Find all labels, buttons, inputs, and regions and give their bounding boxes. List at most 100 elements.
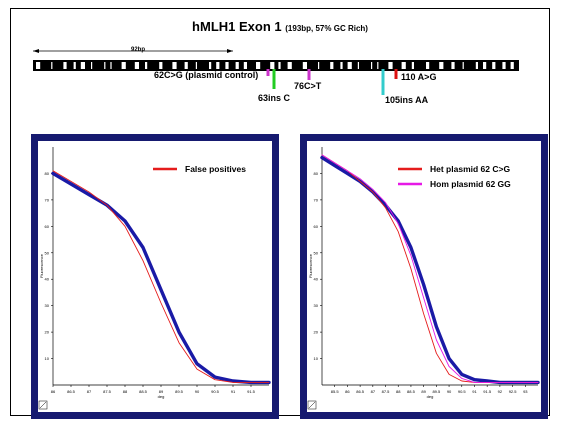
sequence-bar-gap <box>195 62 197 69</box>
left-chart-x-tick-label: 88 <box>123 389 128 394</box>
right-chart-y-tick-label: 70 <box>314 197 319 202</box>
right-chart-x-tick-label: 91 <box>472 389 477 394</box>
right-chart-series-2 <box>321 154 539 383</box>
left-chart-legend-label-0: False positives <box>185 164 246 174</box>
left-chart-y-axis-label: Fluorescence <box>39 253 44 278</box>
right-chart-y-tick-label: 40 <box>314 277 319 282</box>
left-chart-x-tick-label: 91.5 <box>247 389 256 394</box>
right-chart-x-tick-label: 87 <box>371 389 376 394</box>
sequence-bar-gap <box>73 62 76 69</box>
left-chart-y-tick-label: 20 <box>45 330 50 335</box>
left-chart-y-tick-label: 30 <box>45 303 50 308</box>
sequence-bar-gap <box>439 62 444 69</box>
right-chart-x-tick-label: 90 <box>447 389 452 394</box>
sequence-bar-gap <box>121 62 126 69</box>
sequence-bar-gap <box>388 62 393 69</box>
sequence-bar-gap <box>80 62 85 69</box>
right-chart-legend-label-0: Het plasmid 62 C>G <box>430 164 510 174</box>
left-chart-corner-glyph-stroke <box>39 401 47 409</box>
right-chart-legend-label-1: Hom plasmid 62 GG <box>430 179 511 189</box>
sequence-bar-gap <box>243 62 247 69</box>
sequence-bar-gap <box>330 62 334 69</box>
sequence-bar-gap <box>159 62 163 69</box>
figure-title: hMLH1 Exon 1 (193bp, 57% GC Rich) <box>11 19 549 34</box>
right-chart-y-tick-label: 10 <box>314 356 319 361</box>
sequence-bar-gap <box>357 62 359 69</box>
variant-tick-76ct <box>307 69 311 80</box>
melt-curve-panel-right: 10 20 30 40 50 60 70 80 85.5 86 86.5 87 87.5 88 88.5 89… <box>300 134 548 419</box>
sequence-bar-gap <box>340 62 343 69</box>
sequence-bar-gap <box>63 62 67 69</box>
sequence-bar-gap <box>36 62 41 69</box>
sequence-bar-gap <box>51 62 53 69</box>
left-chart-x-tick-label: 91 <box>231 389 236 394</box>
right-chart-x-tick-label: 86.5 <box>356 389 365 394</box>
sequence-bar-gap <box>451 62 455 69</box>
variant-tick-63insc <box>272 69 276 89</box>
left-chart-series-1 <box>52 170 270 383</box>
title-main: hMLH1 Exon 1 <box>192 19 282 34</box>
sequence-bar-gap <box>209 62 212 69</box>
left-chart-x-tick-label: 87 <box>87 389 92 394</box>
sequence-bar-gap <box>502 62 506 69</box>
right-chart-plot-area <box>307 141 541 412</box>
sequence-bar-gap <box>492 62 496 69</box>
sequence-bar-gap <box>278 62 281 69</box>
right-chart-x-tick-label: 89 <box>421 389 426 394</box>
left-chart-y-tick-label: 10 <box>45 356 50 361</box>
right-chart-y-axis-label: Fluorescence <box>308 253 313 278</box>
span-label: 92bp <box>131 47 146 53</box>
right-chart-y-tick-label: 30 <box>314 303 319 308</box>
right-chart-x-tick-label: 91.5 <box>483 389 492 394</box>
left-chart-x-tick-label: 90.5 <box>211 389 220 394</box>
sequence-bar-gap <box>145 62 148 69</box>
sequence-bar-gap <box>184 62 188 69</box>
sequence-bar-gap <box>483 62 487 69</box>
title-subtitle: (193bp, 57% GC Rich) <box>285 24 368 33</box>
sequence-bar-gap <box>318 62 320 69</box>
variant-tick-105insaa <box>381 69 385 95</box>
right-chart-x-tick-label: 85.5 <box>331 389 340 394</box>
variant-tick-110ag <box>394 69 398 79</box>
sequence-bar-gap <box>377 62 379 69</box>
variant-label-62cg: 62C>G (plasmid control) <box>154 70 259 80</box>
sequence-bar-gap <box>104 62 106 69</box>
variant-label-110ag: 110 A>G <box>401 72 437 82</box>
figure-frame: hMLH1 Exon 1 (193bp, 57% GC Rich) 92bp 6… <box>10 8 550 419</box>
sequence-bar-gap <box>347 62 352 69</box>
left-chart-x-tick-label: 87.5 <box>103 389 112 394</box>
sequence-bar-gap <box>510 62 514 69</box>
left-chart-x-tick-label: 86 <box>51 389 56 394</box>
left-chart-x-tick-label: 89.5 <box>175 389 184 394</box>
variant-ticks <box>266 69 398 95</box>
left-chart-y-tick-label: 60 <box>45 224 50 229</box>
span-arrow <box>33 49 233 53</box>
sequence-map <box>33 49 519 95</box>
sequence-bar-gap <box>216 62 220 69</box>
right-chart-x-tick-label: 89.5 <box>432 389 441 394</box>
sequence-bar-gap <box>287 62 292 69</box>
variant-tick-62cg <box>266 69 270 76</box>
melt-curve-panel-left: 10 20 30 40 50 60 70 80 86 86.5 87 87.5 88 88.5 89 89.5… <box>31 134 279 419</box>
melt-curve-chart-right: 10 20 30 40 50 60 70 80 85.5 86 86.5 87 87.5 88 88.5 89… <box>307 141 541 412</box>
right-chart-y-tick-label: 60 <box>314 224 319 229</box>
sequence-bar-gap <box>91 62 93 69</box>
variant-label-63insc: 63ins C <box>258 93 291 103</box>
right-chart-y-tick-label: 50 <box>314 250 319 255</box>
sequence-bar-gap <box>462 62 464 69</box>
left-chart-y-tick-label: 80 <box>45 171 50 176</box>
sequence-bar-gap <box>371 62 373 69</box>
right-chart-series-0 <box>320 155 540 385</box>
sequence-bar-gap <box>256 62 261 69</box>
left-chart-x-tick-label: 86.5 <box>67 389 76 394</box>
sequence-bar-gap <box>270 62 275 69</box>
sequence-bar-gap <box>302 62 307 69</box>
left-chart-x-tick-label: 89 <box>159 389 164 394</box>
right-chart-corner-glyph-stroke <box>308 401 316 409</box>
left-chart-x-tick-label: 88.5 <box>139 389 148 394</box>
right-chart-x-tick-label: 86 <box>345 389 350 394</box>
right-chart-x-tick-label: 93 <box>523 389 528 394</box>
sequence-bar-base <box>33 60 519 71</box>
sequence-bar-gap <box>172 62 177 69</box>
sequence-bar-gap <box>426 62 430 69</box>
